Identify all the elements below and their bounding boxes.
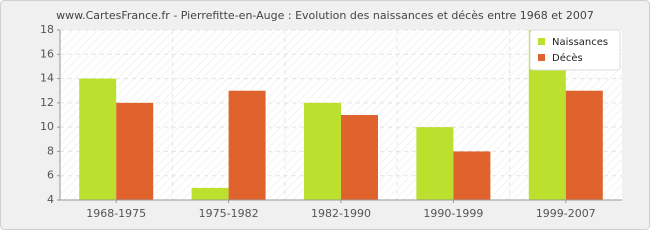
chart: www.CartesFrance.fr - Pierrefitte-en-Aug… xyxy=(0,0,650,230)
y-tick-label: 16 xyxy=(40,47,54,60)
bar xyxy=(416,127,454,200)
x-tick-label: 1975-1982 xyxy=(199,207,259,220)
bar xyxy=(304,102,341,200)
x-tick-label: 1982-1990 xyxy=(311,207,371,220)
bar xyxy=(565,90,603,200)
bar xyxy=(453,151,491,200)
legend-swatch xyxy=(538,54,545,61)
bar xyxy=(191,187,229,200)
y-tick-label: 10 xyxy=(40,120,54,133)
y-tick-label: 8 xyxy=(47,144,54,157)
legend-label: Naissances xyxy=(552,37,608,48)
x-tick-label: 1999-2007 xyxy=(536,207,596,220)
x-tick-label: 1968-1975 xyxy=(86,207,146,220)
bar xyxy=(79,78,117,200)
legend-swatch xyxy=(538,38,545,45)
y-tick-label: 18 xyxy=(40,23,54,36)
y-tick-label: 14 xyxy=(40,72,54,85)
y-tick-label: 6 xyxy=(47,169,54,182)
bar xyxy=(228,90,266,200)
chart-title: www.CartesFrance.fr - Pierrefitte-en-Aug… xyxy=(56,9,594,22)
legend-label: Décès xyxy=(552,52,583,64)
bar xyxy=(341,115,378,200)
legend-box xyxy=(529,29,621,71)
y-tick-label: 4 xyxy=(47,193,54,206)
y-tick-label: 12 xyxy=(40,96,54,109)
x-tick-label: 1990-1999 xyxy=(423,207,483,220)
bar xyxy=(116,102,154,200)
